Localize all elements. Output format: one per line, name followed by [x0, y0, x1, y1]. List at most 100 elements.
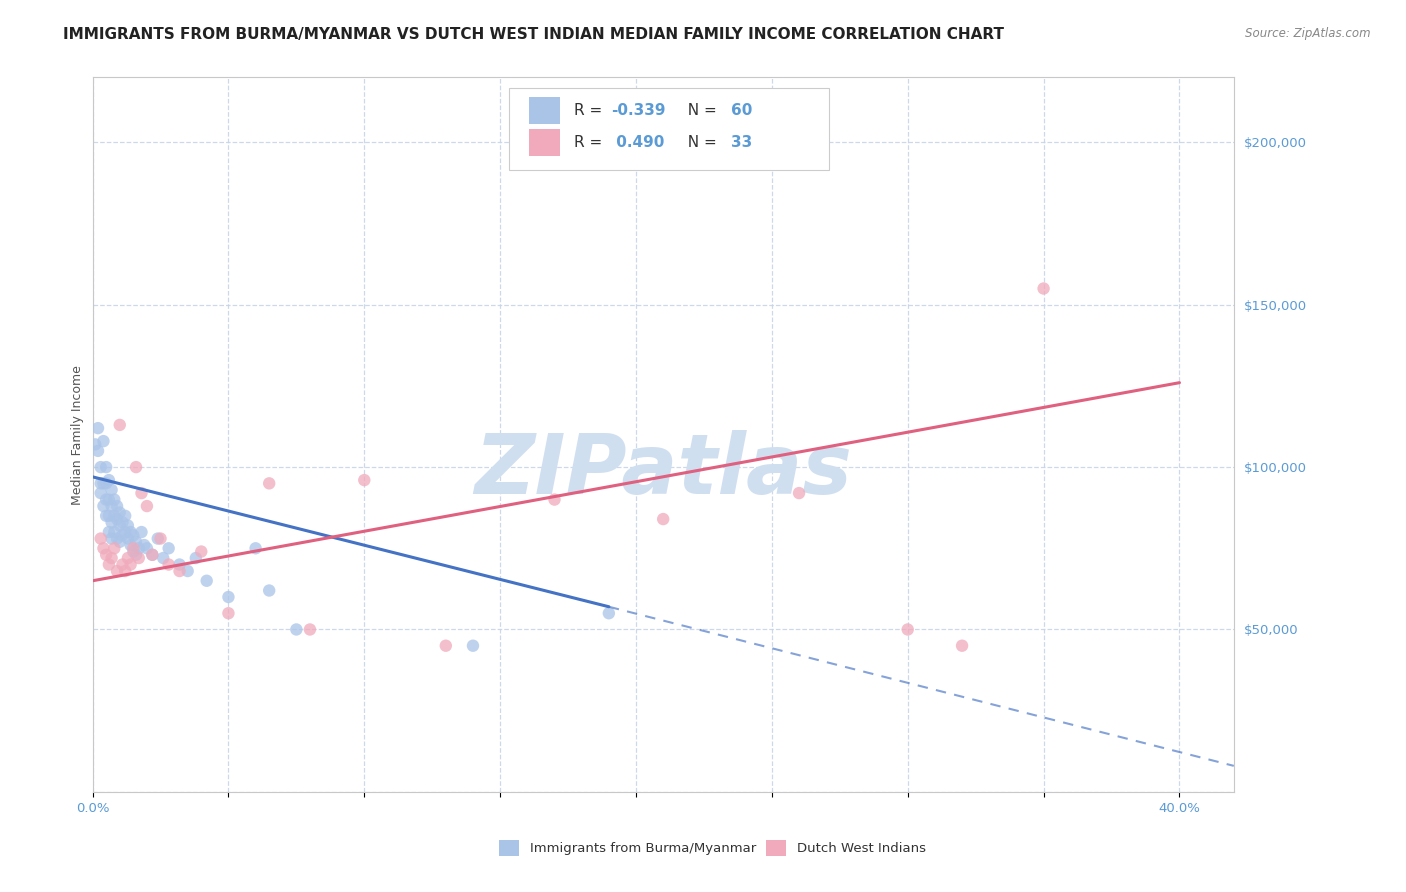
Point	[120, 524, 142, 539]
Text: 60: 60	[731, 103, 752, 118]
Y-axis label: Median Family Income: Median Family Income	[72, 365, 84, 505]
Text: Immigrants from Burma/Myanmar: Immigrants from Burma/Myanmar	[530, 842, 756, 855]
Point	[149, 532, 172, 546]
Point	[152, 551, 174, 566]
Point	[117, 518, 139, 533]
Point	[111, 516, 134, 530]
Point	[96, 548, 118, 562]
Point	[353, 473, 375, 487]
Text: -0.339: -0.339	[610, 103, 665, 118]
Point	[100, 483, 122, 497]
Point	[96, 476, 118, 491]
Point	[103, 508, 125, 523]
Point	[114, 508, 136, 523]
Point	[90, 476, 112, 491]
Point	[120, 538, 142, 552]
Point	[146, 532, 169, 546]
Point	[93, 499, 115, 513]
Point	[117, 532, 139, 546]
Point	[100, 532, 122, 546]
Point	[125, 534, 148, 549]
Text: 33: 33	[731, 135, 752, 150]
Point	[125, 460, 148, 475]
FancyBboxPatch shape	[509, 88, 828, 170]
Point	[108, 417, 131, 432]
FancyBboxPatch shape	[529, 128, 561, 156]
Point	[96, 508, 118, 523]
Point	[122, 541, 145, 556]
Point	[141, 548, 163, 562]
Point	[169, 558, 191, 572]
Point	[97, 473, 120, 487]
Point	[950, 639, 973, 653]
Point	[131, 486, 153, 500]
Text: Dutch West Indians: Dutch West Indians	[797, 842, 927, 855]
Point	[97, 492, 120, 507]
Point	[434, 639, 457, 653]
Point	[93, 434, 115, 449]
Point	[217, 606, 239, 620]
Point	[96, 460, 118, 475]
Point	[131, 524, 153, 539]
Point	[87, 443, 110, 458]
Point	[184, 551, 207, 566]
Text: Source: ZipAtlas.com: Source: ZipAtlas.com	[1246, 27, 1371, 40]
Text: ZIPatlas: ZIPatlas	[474, 430, 852, 511]
Point	[114, 564, 136, 578]
Point	[598, 606, 620, 620]
Point	[652, 512, 675, 526]
Text: N =: N =	[678, 135, 721, 150]
Point	[84, 437, 107, 451]
Point	[100, 516, 122, 530]
Point	[103, 492, 125, 507]
Point	[111, 528, 134, 542]
Point	[543, 492, 565, 507]
Point	[97, 524, 120, 539]
Point	[298, 623, 321, 637]
Point	[897, 623, 920, 637]
Point	[125, 548, 148, 562]
Point	[105, 564, 128, 578]
Point	[787, 486, 810, 500]
Point	[176, 564, 198, 578]
Point	[169, 564, 191, 578]
FancyBboxPatch shape	[529, 96, 561, 124]
Point	[122, 544, 145, 558]
Point	[122, 528, 145, 542]
Point	[103, 541, 125, 556]
Point	[128, 541, 150, 556]
Text: R =: R =	[574, 103, 607, 118]
Point	[157, 558, 180, 572]
Point	[134, 538, 156, 552]
Text: R =: R =	[574, 135, 607, 150]
Text: IMMIGRANTS FROM BURMA/MYANMAR VS DUTCH WEST INDIAN MEDIAN FAMILY INCOME CORRELAT: IMMIGRANTS FROM BURMA/MYANMAR VS DUTCH W…	[63, 27, 1004, 42]
Point	[135, 499, 157, 513]
Point	[90, 532, 112, 546]
Point	[108, 534, 131, 549]
Point	[285, 623, 308, 637]
Point	[100, 499, 122, 513]
Point	[97, 558, 120, 572]
Point	[257, 583, 280, 598]
Text: N =: N =	[678, 103, 721, 118]
Point	[90, 460, 112, 475]
Point	[111, 558, 134, 572]
Point	[105, 499, 128, 513]
Point	[97, 508, 120, 523]
Point	[245, 541, 267, 556]
Point	[93, 476, 115, 491]
Point	[103, 524, 125, 539]
Point	[93, 541, 115, 556]
Point	[108, 506, 131, 520]
Point	[190, 544, 212, 558]
Point	[141, 548, 163, 562]
Point	[117, 551, 139, 566]
Point	[105, 512, 128, 526]
Point	[87, 421, 110, 435]
Point	[105, 532, 128, 546]
Point	[114, 524, 136, 539]
Point	[96, 492, 118, 507]
Point	[100, 551, 122, 566]
Point	[257, 476, 280, 491]
Point	[120, 558, 142, 572]
